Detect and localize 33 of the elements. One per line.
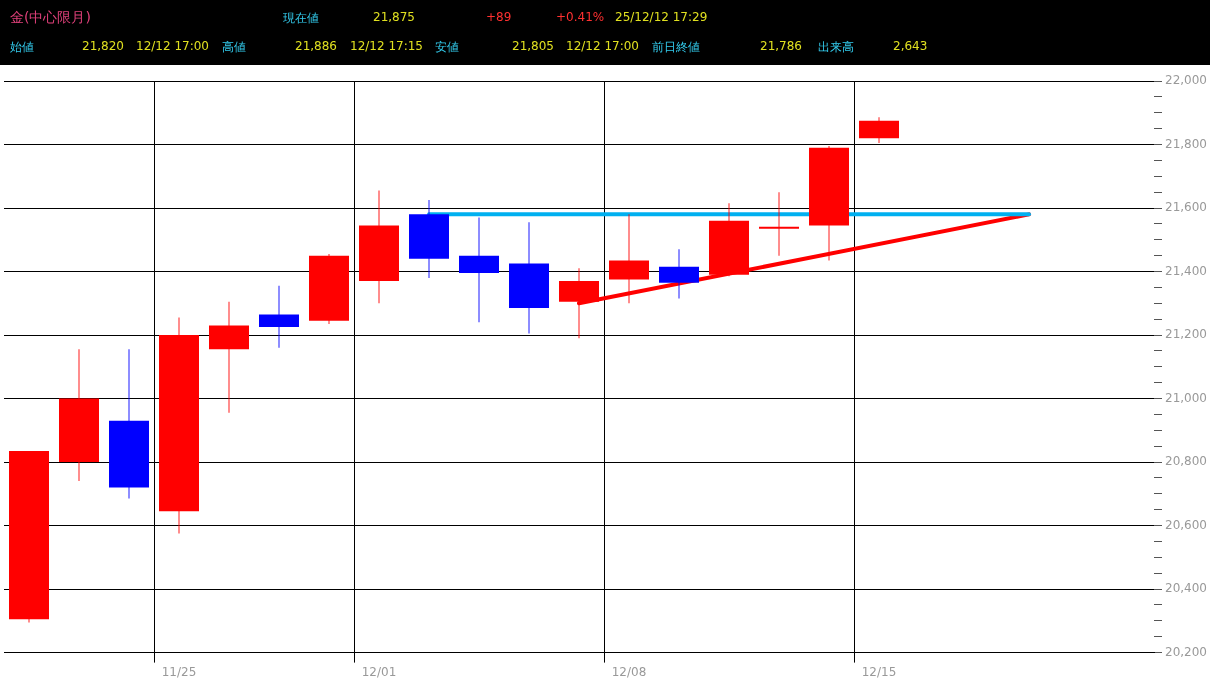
- text: 安値: [435, 39, 459, 56]
- text: 21,786: [760, 39, 802, 53]
- text: 21,875: [373, 10, 415, 24]
- text: +0.41%: [556, 10, 605, 24]
- chart-title: 金(中心限月): [10, 9, 91, 27]
- text: 12/12 17:15: [350, 39, 423, 53]
- y-tick-label: 21,600: [1165, 200, 1208, 215]
- text: 出来高: [818, 39, 854, 56]
- text: +89: [486, 10, 512, 24]
- text: 21,820: [82, 39, 124, 53]
- y-tick-label: 21,800: [1165, 136, 1208, 151]
- x-tick-label: 12/01: [361, 664, 397, 679]
- x-tick-label: 12/15: [861, 664, 897, 679]
- y-tick-label: 20,800: [1165, 454, 1208, 469]
- text: 21,886: [295, 39, 337, 53]
- text: 始値: [10, 39, 34, 56]
- text: 前日終値: [652, 39, 700, 56]
- y-tick-label: 21,200: [1165, 327, 1208, 342]
- text: 25/12/12 17:29: [615, 10, 708, 24]
- text: 高値: [222, 39, 246, 56]
- y-tick-label: 22,000: [1165, 73, 1208, 88]
- y-tick-label: 20,200: [1165, 644, 1208, 659]
- y-tick-label: 21,000: [1165, 390, 1208, 405]
- text: 2,643: [893, 39, 928, 53]
- text: 21,805: [512, 39, 554, 53]
- y-tick-label: 21,400: [1165, 263, 1208, 278]
- x-tick-label: 12/08: [611, 664, 647, 679]
- y-tick-label: 20,600: [1165, 517, 1208, 532]
- text: 現在値: [283, 10, 319, 27]
- y-tick-label: 20,400: [1165, 581, 1208, 596]
- text: 12/12 17:00: [136, 39, 209, 53]
- text: 12/12 17:00: [566, 39, 639, 53]
- x-tick-label: 11/25: [161, 664, 197, 679]
